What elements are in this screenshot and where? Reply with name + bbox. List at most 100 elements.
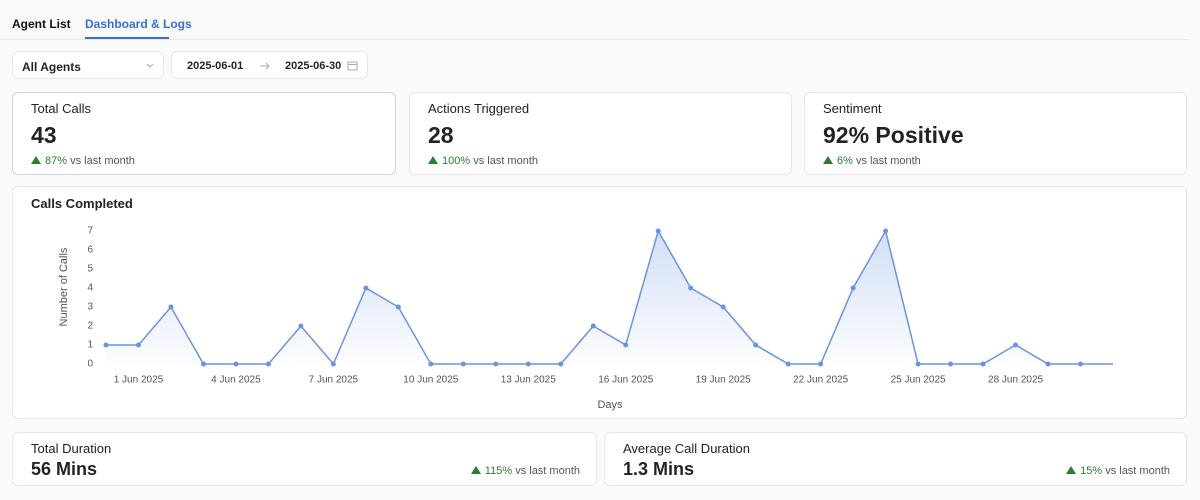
y-tick-label: 5 [87,264,93,275]
change-value: 6% [837,155,853,167]
point [265,361,271,367]
chart-card: Calls Completed Number of Calls Days 0 1 2… [12,186,1187,419]
end-date: 2025-06-30 [285,60,342,72]
x-tick-label: 7 Jun 2025 [309,375,359,386]
up-icon [470,466,481,474]
point [1045,361,1051,367]
x-tick-label: 19 Jun 2025 [696,375,751,386]
up-icon [1066,466,1077,474]
point [525,361,531,367]
change: 87% vs last month [31,155,135,167]
change-text: vs last month [473,155,539,167]
point [493,361,499,367]
agent-select[interactable]: All Agents [12,51,164,79]
line [106,228,1113,366]
stat-title: Actions Triggered [428,101,530,116]
calendar-icon [347,61,358,71]
x-tick-label: 1 Jun 2025 [114,375,164,386]
point [980,361,986,367]
point [785,361,791,367]
point [233,361,239,367]
agent-select-text: All Agents [22,60,81,74]
tab[interactable]: Agent List [12,17,71,31]
y-tick-label: 0 [87,359,93,370]
up-icon [428,156,438,164]
point [720,304,726,310]
point [623,342,629,348]
point [753,342,759,348]
stat-title: Total Calls [31,101,91,116]
x-tick-label: 28 Jun 2025 [988,375,1043,386]
change: 15% vs last month [1066,465,1170,477]
start-date: 2025-06-01 [187,60,244,72]
point [460,361,466,367]
duration-title: Average Call Duration [623,441,750,456]
duration-card: Total Duration 56 Mins 115% vs last month [12,432,597,486]
change-text: vs last month [70,155,135,167]
change-value: 100% [442,155,471,167]
x-axis-label: Days [597,399,623,411]
change-value: 115% [484,465,513,477]
x-tick-label: 10 Jun 2025 [403,375,458,386]
change-value: 87% [45,155,68,167]
duration-card: Average Call Duration 1.3 Mins 15% vs last… [604,432,1187,486]
y-tick-label: 1 [87,340,93,351]
divider [0,39,1188,40]
y-tick-label: 6 [87,245,93,256]
stat-card: Sentiment 92% Positive 6% vs last month [804,92,1187,175]
point [1078,361,1084,367]
change: 6% vs last month [823,155,921,167]
y-tick-label: 4 [87,283,93,294]
x-tick-label: 25 Jun 2025 [891,375,946,386]
point [330,361,336,367]
x-tick-label: 4 Jun 2025 [211,375,261,386]
arrow-icon [260,62,270,70]
date-range[interactable]: 2025-06-01 2025-06-30 [171,51,368,79]
stat-value: 92% Positive [823,122,964,148]
point [818,361,824,367]
change: 100% vs last month [428,155,538,167]
point [1013,342,1019,348]
tab-underline [85,37,169,39]
point [103,342,109,348]
point [850,285,856,291]
duration-title: Total Duration [31,441,112,456]
stat-card: Actions Triggered 28 100% vs last month [409,92,792,175]
chevron-icon [146,63,154,68]
stat-value: 43 [31,122,57,148]
x-tick-label: 16 Jun 2025 [598,375,653,386]
duration-value: 1.3 Mins [623,459,695,479]
point [590,323,596,329]
up-icon [31,156,41,164]
point [883,228,889,234]
point [200,361,206,367]
change-text: vs last month [1105,465,1170,477]
change-text: vs last month [515,465,580,477]
point [428,361,434,367]
point [688,285,694,291]
point [948,361,954,367]
point [395,304,401,310]
duration-value: 56 Mins [31,459,98,479]
point [558,361,564,367]
up-icon [823,156,833,164]
y-tick-label: 3 [87,302,93,313]
tab-active[interactable]: Dashboard & Logs [85,17,192,31]
area [106,231,1113,364]
y-tick-label: 7 [87,226,93,237]
stat-card: Total Calls 43 87% vs last month [12,92,396,175]
point [915,361,921,367]
stat-title: Sentiment [823,101,882,116]
y-axis-label: Number of Calls [58,247,70,326]
point [298,323,304,329]
x-tick-label: 22 Jun 2025 [793,375,848,386]
point [655,228,661,234]
point [363,285,369,291]
point [135,342,141,348]
change: 115% vs last month [470,465,580,477]
point [168,304,174,310]
x-tick-label: 13 Jun 2025 [501,375,556,386]
chart: Number of Calls Days 0 1 2 3 4 5 6 7 1 Jun 2025 4… [58,226,1113,411]
y-tick-label: 2 [87,321,93,332]
